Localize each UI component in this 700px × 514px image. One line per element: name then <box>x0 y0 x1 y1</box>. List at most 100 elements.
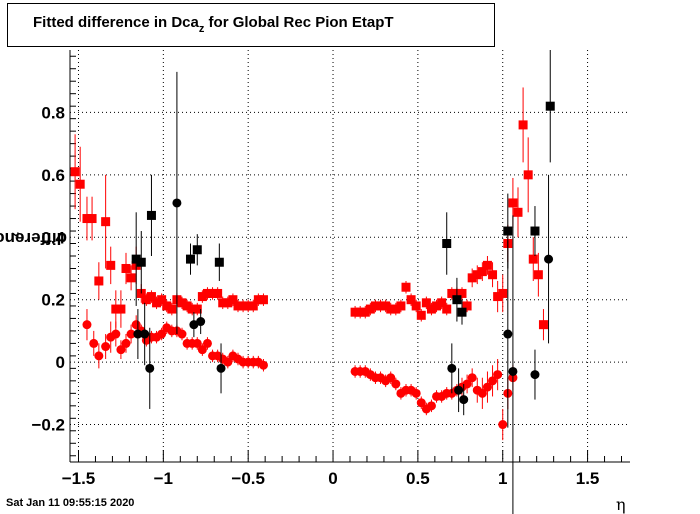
circle-marker <box>426 401 436 411</box>
data-point <box>213 287 223 300</box>
square-marker <box>421 298 431 308</box>
y-tick-label: 0.8 <box>41 103 65 122</box>
circle-marker <box>172 198 182 208</box>
x-tick-label: 1.5 <box>576 469 600 488</box>
data-point <box>391 377 401 391</box>
data-point <box>214 243 224 281</box>
data-point <box>482 371 492 403</box>
data-point <box>530 349 540 400</box>
data-point <box>498 408 508 441</box>
data-point <box>152 296 162 310</box>
circle-marker <box>216 363 226 373</box>
square-marker <box>152 298 162 308</box>
data-point <box>157 293 167 306</box>
square-marker <box>248 301 258 311</box>
square-marker <box>131 254 141 264</box>
circle-marker <box>131 320 141 330</box>
square-marker <box>87 214 97 224</box>
square-marker <box>185 254 195 264</box>
square-marker <box>370 301 380 311</box>
data-point <box>89 330 99 356</box>
data-point <box>437 296 447 310</box>
y-tick-label: −0.2 <box>31 416 65 435</box>
square-marker <box>452 295 462 305</box>
data-point <box>545 50 555 163</box>
square-marker <box>386 304 396 314</box>
circle-marker <box>177 329 187 339</box>
data-point <box>101 174 111 269</box>
data-point <box>202 337 212 350</box>
square-marker <box>253 295 263 305</box>
square-marker <box>401 282 411 292</box>
data-point <box>253 293 263 306</box>
data-point <box>94 343 104 369</box>
square-marker <box>146 292 156 302</box>
circle-marker <box>223 357 233 367</box>
data-point <box>488 365 498 397</box>
data-point <box>493 280 503 313</box>
data-point <box>498 274 508 313</box>
data-point <box>116 290 126 328</box>
data-point <box>94 262 104 300</box>
data-point <box>508 215 518 514</box>
square-marker <box>523 170 533 180</box>
data-point <box>106 246 116 285</box>
data-point <box>416 309 426 322</box>
data-point <box>177 296 187 310</box>
square-marker <box>70 167 80 177</box>
data-point <box>411 387 421 400</box>
data-point <box>538 309 548 341</box>
grid-lines <box>70 50 630 462</box>
square-marker <box>416 310 426 320</box>
data-point <box>208 287 218 300</box>
circle-marker <box>462 379 472 389</box>
square-marker <box>243 301 253 311</box>
circle-marker <box>140 329 150 339</box>
data-point <box>133 309 143 359</box>
data-point <box>459 383 469 416</box>
data-point <box>477 262 487 281</box>
circle-marker <box>101 342 111 352</box>
square-marker <box>442 239 452 249</box>
data-point <box>523 137 533 213</box>
circle-marker <box>258 360 268 370</box>
circle-marker <box>116 345 126 355</box>
circle-marker <box>467 373 477 383</box>
data-point <box>82 309 92 341</box>
data-point <box>196 309 206 335</box>
data-point <box>533 252 543 297</box>
x-tick-label: 0.5 <box>406 469 430 488</box>
x-tick-label: 0 <box>328 469 337 488</box>
data-point <box>70 134 80 210</box>
circle-marker <box>157 329 167 339</box>
data-point <box>116 340 126 359</box>
square-marker <box>411 301 421 311</box>
data-point <box>228 293 238 306</box>
square-marker <box>233 301 243 311</box>
data-point <box>452 277 462 322</box>
x-tick-label: 1 <box>498 469 507 488</box>
data-point <box>426 302 436 316</box>
data-point <box>101 334 111 359</box>
circle-marker <box>145 363 155 373</box>
square-marker <box>493 292 503 302</box>
data-point <box>370 299 380 313</box>
data-point <box>442 302 452 316</box>
square-marker <box>223 298 233 308</box>
square-marker <box>116 304 126 314</box>
circle-marker <box>386 373 396 383</box>
data-point <box>416 396 426 409</box>
data-point <box>442 212 452 275</box>
square-marker <box>228 295 238 305</box>
data-point <box>192 234 202 266</box>
data-point <box>544 174 554 344</box>
data-point <box>258 293 268 306</box>
square-marker <box>462 301 472 311</box>
square-marker <box>457 288 467 298</box>
data-point <box>530 206 540 256</box>
square-marker <box>355 307 365 317</box>
circle-marker <box>202 338 212 348</box>
data-point <box>140 302 150 366</box>
data-point <box>426 399 436 413</box>
square-marker <box>447 288 457 298</box>
